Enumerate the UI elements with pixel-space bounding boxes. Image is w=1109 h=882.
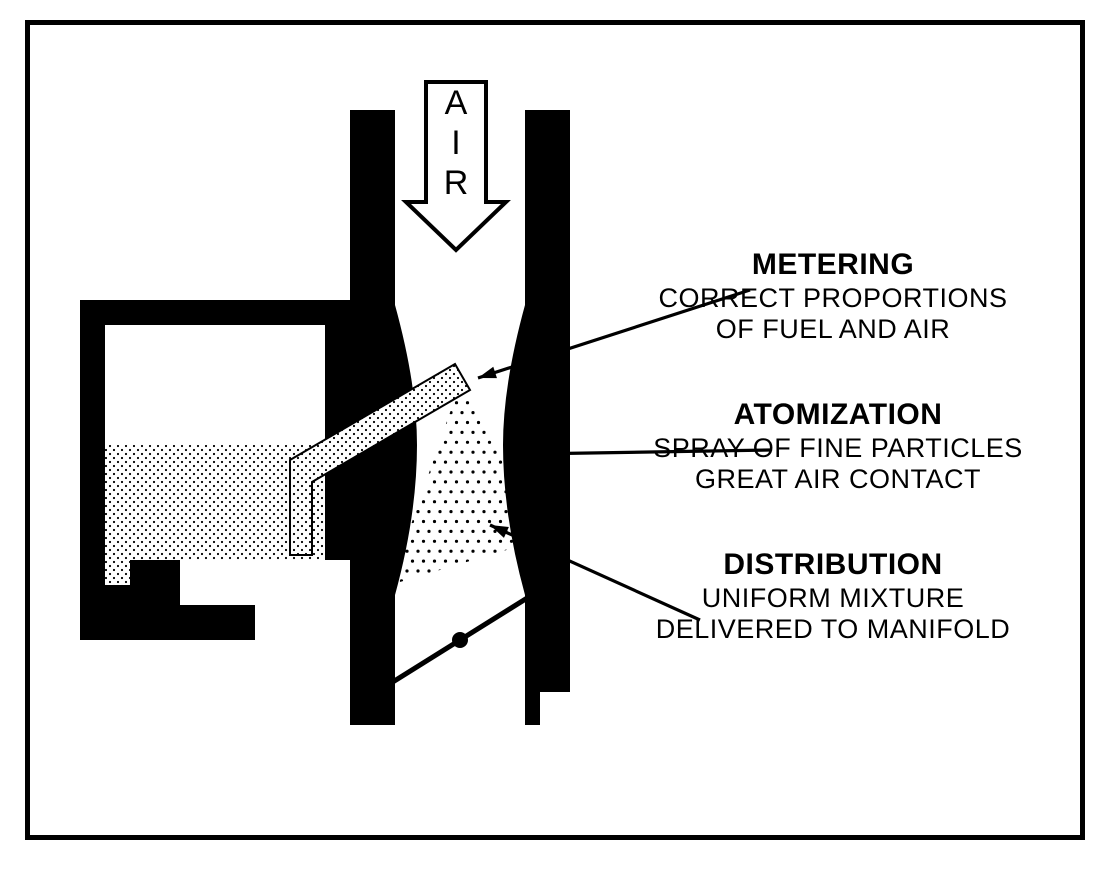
atomization-label: ATOMIZATIONSPRAY OF FINE PARTICLESGREAT …: [588, 398, 1088, 495]
distribution-body-line: DELIVERED TO MANIFOLD: [578, 614, 1088, 645]
air-arrow-icon: AIR: [406, 82, 506, 250]
right-barrel-wall: [503, 110, 570, 725]
metering-title: METERING: [598, 248, 1068, 283]
atomization-body-line: GREAT AIR CONTACT: [588, 464, 1088, 495]
throttle-plate: [382, 591, 538, 689]
distribution-label: DISTRIBUTIONUNIFORM MIXTUREDELIVERED TO …: [578, 548, 1088, 645]
distribution-title: DISTRIBUTION: [578, 548, 1088, 583]
svg-text:A: A: [445, 84, 468, 122]
svg-text:R: R: [444, 164, 469, 202]
atomization-body-line: SPRAY OF FINE PARTICLES: [588, 433, 1088, 464]
metering-body-line: CORRECT PROPORTIONS: [598, 283, 1068, 314]
right-foot-notch: [540, 692, 570, 725]
left-foot-notch: [286, 692, 316, 725]
svg-text:I: I: [451, 124, 460, 162]
metering-body-line: OF FUEL AND AIR: [598, 314, 1068, 345]
distribution-body-line: UNIFORM MIXTURE: [578, 583, 1088, 614]
page: AIR METERINGCORRECT PROPORTIONSOF FUEL A…: [0, 0, 1109, 882]
atomization-title: ATOMIZATION: [588, 398, 1088, 433]
metering-label: METERINGCORRECT PROPORTIONSOF FUEL AND A…: [598, 248, 1068, 345]
